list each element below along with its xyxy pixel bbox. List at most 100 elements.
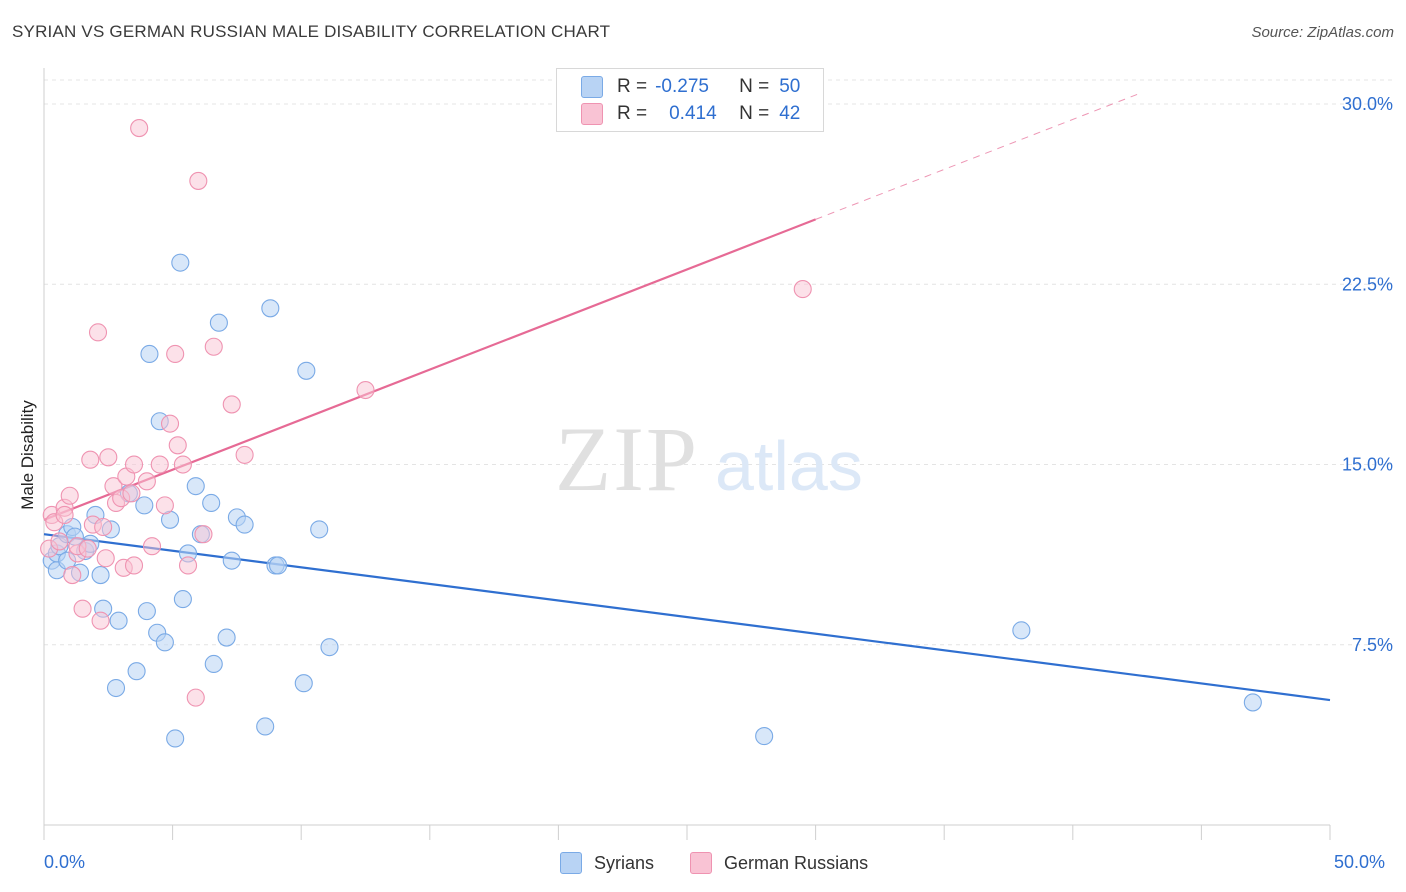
- point-german-russians: [60, 486, 79, 505]
- legend-swatch-syrians: [581, 76, 603, 98]
- point-syrians: [294, 674, 313, 693]
- watermark-atlas: atlas: [715, 427, 863, 505]
- point-syrians: [256, 717, 275, 736]
- legend-swatch-german-russians: [690, 852, 713, 874]
- point-german-russians: [50, 532, 69, 551]
- y-tick-label: 22.5%: [1342, 274, 1393, 294]
- point-german-russians: [142, 537, 162, 556]
- point-syrians: [137, 602, 156, 621]
- point-german-russians: [222, 395, 241, 414]
- point-syrians: [1012, 621, 1031, 640]
- legend-row-syrians: R = -0.275 N = 50: [581, 75, 800, 99]
- chart-title: SYRIAN VS GERMAN RUSSIAN MALE DISABILITY…: [12, 22, 611, 41]
- watermark-zip: ZIP: [555, 408, 699, 510]
- watermark: ZIP atlas: [555, 408, 863, 510]
- legend-label-syrians: Syrians: [594, 852, 655, 873]
- point-german-russians: [63, 566, 82, 585]
- point-german-russians: [99, 448, 118, 467]
- legend-row-german-russians: R = 0.414 N = 42: [581, 102, 800, 126]
- legend-n-value: 50: [779, 76, 801, 97]
- y-tick-label: 15.0%: [1342, 455, 1393, 475]
- point-syrians: [166, 729, 185, 748]
- point-german-russians: [81, 450, 100, 469]
- point-syrians: [269, 556, 288, 575]
- legend-r-value: 0.414: [669, 103, 717, 124]
- point-german-russians: [204, 337, 223, 356]
- point-german-russians: [130, 119, 149, 138]
- point-german-russians: [173, 455, 192, 474]
- point-german-russians: [160, 414, 180, 433]
- point-german-russians: [55, 505, 74, 525]
- trend-lines: [43, 93, 1331, 702]
- source-label: Source: ZipAtlas.com: [1251, 24, 1394, 41]
- point-german-russians: [124, 556, 144, 575]
- trend-line-german-russians: [43, 218, 816, 521]
- point-german-russians: [96, 549, 115, 568]
- legend-r-label: R =: [617, 103, 648, 124]
- point-syrians: [217, 628, 236, 647]
- y-tick-label: 7.5%: [1352, 635, 1393, 655]
- point-german-russians: [356, 380, 375, 400]
- legend-swatch-syrians: [560, 852, 582, 874]
- y-tick-labels: 7.5% 15.0% 22.5% 30.0%: [1342, 94, 1393, 655]
- point-syrians: [222, 551, 241, 570]
- point-german-russians: [168, 436, 187, 455]
- point-syrians: [135, 496, 154, 515]
- legend-item-syrians[interactable]: Syrians: [560, 852, 654, 874]
- point-syrians: [91, 566, 110, 585]
- legend-label-german-russians: German Russians: [724, 852, 869, 873]
- point-german-russians: [124, 455, 144, 474]
- point-german-russians: [166, 344, 185, 364]
- point-syrians: [109, 611, 128, 630]
- series-german-russians-points: [40, 119, 812, 707]
- point-german-russians: [88, 323, 108, 342]
- legend-n-label: N =: [739, 103, 770, 124]
- point-syrians: [209, 313, 228, 332]
- point-syrians: [186, 477, 205, 496]
- point-syrians: [261, 299, 280, 318]
- point-syrians: [755, 727, 774, 746]
- x-tick-label-min: 0.0%: [44, 852, 86, 872]
- point-german-russians: [186, 688, 205, 707]
- legend-r-value: -0.275: [655, 76, 709, 97]
- point-german-russians: [793, 280, 812, 299]
- point-syrians: [127, 662, 146, 681]
- y-tick-label: 30.0%: [1342, 94, 1393, 114]
- legend-item-german-russians[interactable]: German Russians: [690, 852, 868, 874]
- point-syrians: [202, 493, 221, 513]
- series-legend: Syrians German Russians: [560, 852, 904, 874]
- point-german-russians: [137, 472, 156, 491]
- point-syrians: [1243, 693, 1262, 712]
- legend-r-label: R =: [617, 76, 648, 97]
- point-syrians: [173, 590, 192, 609]
- point-syrians: [140, 344, 159, 364]
- point-german-russians: [94, 517, 113, 537]
- point-syrians: [155, 633, 174, 652]
- trend-line-syrians: [43, 533, 1331, 702]
- point-german-russians: [194, 525, 213, 544]
- point-syrians: [235, 515, 254, 534]
- point-syrians: [310, 520, 329, 539]
- point-syrians: [320, 638, 339, 657]
- legend-swatch-german-russians: [581, 103, 603, 125]
- trend-line-german-russians-extension: [815, 93, 1138, 220]
- legend-n-label: N =: [739, 76, 770, 97]
- point-german-russians: [78, 539, 97, 558]
- point-german-russians: [178, 556, 198, 575]
- point-german-russians: [91, 611, 110, 630]
- point-german-russians: [150, 455, 169, 474]
- legend-n-value: 42: [779, 103, 801, 124]
- point-german-russians: [73, 599, 92, 618]
- point-german-russians: [235, 445, 254, 464]
- axes: [43, 68, 1331, 840]
- point-syrians: [204, 654, 223, 674]
- x-tick-label-max: 50.0%: [1334, 852, 1386, 872]
- point-syrians: [171, 253, 190, 272]
- point-german-russians: [122, 484, 141, 503]
- stats-legend: R = -0.275 N = 50 R = 0.414 N = 42: [556, 68, 824, 132]
- point-german-russians: [155, 496, 174, 515]
- point-syrians: [297, 361, 316, 380]
- point-german-russians: [189, 171, 208, 190]
- point-syrians: [106, 678, 126, 698]
